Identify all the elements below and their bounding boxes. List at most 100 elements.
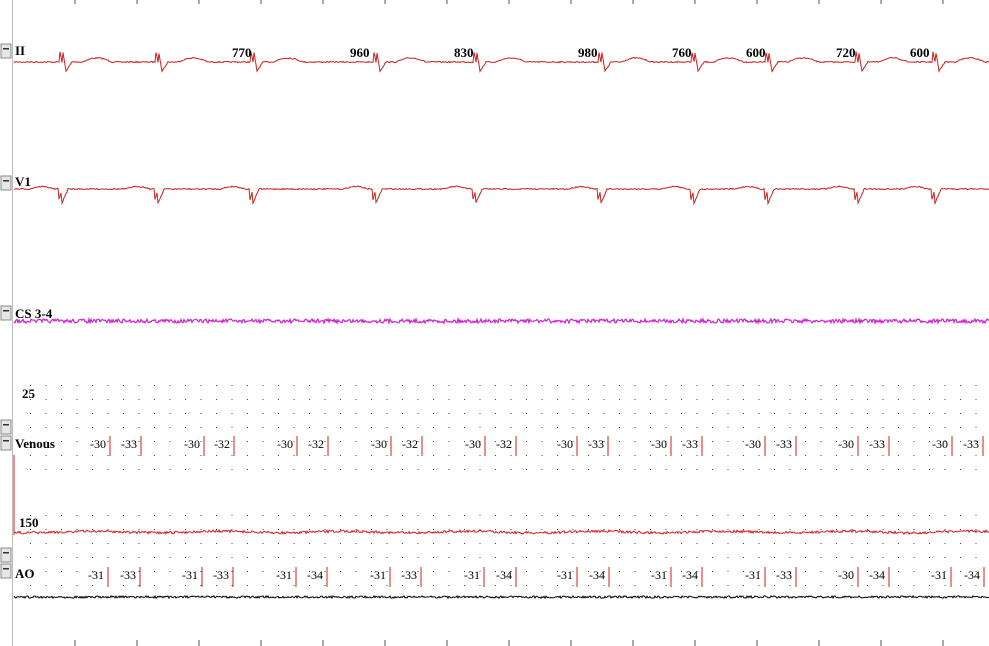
grid-dot — [433, 413, 434, 414]
scroll-button[interactable] — [0, 43, 12, 59]
interval-label: 600 — [746, 45, 766, 60]
grid-dot — [45, 399, 47, 400]
grid-dot — [107, 529, 109, 530]
grid-dot — [231, 557, 233, 558]
grid-dot — [107, 441, 109, 442]
grid-dot — [696, 427, 698, 428]
grid-dot — [820, 469, 822, 470]
grid-dot — [216, 529, 217, 530]
grid-dot — [665, 469, 667, 470]
grid-dot — [92, 385, 93, 386]
scroll-button[interactable] — [0, 547, 12, 563]
grid-dot — [743, 427, 744, 428]
scroll-button[interactable] — [0, 419, 12, 435]
grid-dot — [727, 413, 729, 414]
grid-dot — [30, 399, 31, 400]
channel-label: V1 — [15, 174, 31, 189]
scroll-button[interactable] — [3, 180, 9, 182]
scroll-button[interactable] — [0, 305, 12, 321]
grid-dot — [975, 529, 977, 530]
grid-dot — [836, 571, 837, 572]
scroll-button[interactable] — [0, 175, 12, 191]
grid-dot — [200, 441, 202, 442]
waveform — [13, 594, 989, 600]
grid-dot — [185, 441, 186, 442]
scroll-button[interactable] — [0, 563, 12, 579]
grid-dot — [975, 571, 977, 572]
grid-dot — [944, 469, 946, 470]
grid-dot — [138, 543, 140, 544]
scroll-button[interactable] — [3, 440, 9, 442]
grid-dot — [588, 543, 589, 544]
grid-dot — [805, 543, 806, 544]
grid-dot — [138, 385, 140, 386]
grid-dot — [929, 557, 930, 558]
grid-dot — [30, 469, 31, 470]
grid-dot — [154, 543, 155, 544]
grid-dot — [293, 515, 295, 516]
grid-dot — [712, 385, 713, 386]
grid-dot — [479, 515, 481, 516]
scroll-button[interactable] — [3, 552, 9, 554]
scroll-button[interactable] — [3, 568, 9, 570]
grid-dot — [200, 427, 202, 428]
grid-dot — [743, 543, 744, 544]
grid-dot — [510, 543, 512, 544]
grid-dot — [851, 455, 853, 456]
grid-dot — [820, 413, 822, 414]
scroll-button[interactable] — [3, 424, 9, 426]
grid-dot — [882, 571, 884, 572]
grid-dot — [851, 413, 853, 414]
grid-dot — [867, 543, 868, 544]
grid-dot — [913, 427, 915, 428]
grid-dot — [495, 515, 496, 516]
grid-dot — [107, 543, 109, 544]
grid-dot — [774, 427, 775, 428]
grid-dot — [836, 427, 837, 428]
grid-dot — [123, 543, 124, 544]
measurement-label: -30 — [465, 437, 481, 451]
grid-dot — [76, 441, 78, 442]
grid-dot — [309, 529, 310, 530]
grid-dot — [433, 543, 434, 544]
grid-dot — [448, 385, 450, 386]
grid-dot — [278, 571, 279, 572]
grid-dot — [247, 557, 248, 558]
grid-dot — [138, 571, 140, 572]
grid-dot — [231, 427, 233, 428]
grid-dot — [541, 557, 543, 558]
grid-dot — [479, 441, 481, 442]
grid-dot — [417, 585, 419, 586]
grid-dot — [76, 515, 78, 516]
grid-dot — [30, 385, 31, 386]
grid-dot — [960, 585, 961, 586]
scroll-button[interactable] — [3, 310, 9, 312]
grid-dot — [712, 585, 713, 586]
grid-dot — [526, 399, 527, 400]
grid-dot — [154, 413, 155, 414]
grid-dot — [45, 585, 47, 586]
grid-dot — [510, 469, 512, 470]
scroll-button[interactable] — [0, 435, 12, 451]
grid-dot — [464, 585, 465, 586]
grid-dot — [882, 557, 884, 558]
scroll-button[interactable] — [3, 48, 9, 50]
grid-dot — [696, 585, 698, 586]
grid-dot — [541, 455, 543, 456]
grid-dot — [231, 455, 233, 456]
grid-dot — [758, 543, 760, 544]
grid-dot — [603, 585, 605, 586]
grid-dot — [340, 543, 341, 544]
grid-dot — [603, 571, 605, 572]
grid-dot — [185, 413, 186, 414]
grid-dot — [464, 543, 465, 544]
grid-dot — [216, 543, 217, 544]
grid-dot — [867, 571, 868, 572]
grid-dot — [774, 455, 775, 456]
grid-dot — [231, 571, 233, 572]
grid-dot — [479, 571, 481, 572]
grid-dot — [526, 585, 527, 586]
grid-dot — [541, 585, 543, 586]
grid-dot — [526, 571, 527, 572]
grid-dot — [169, 543, 171, 544]
